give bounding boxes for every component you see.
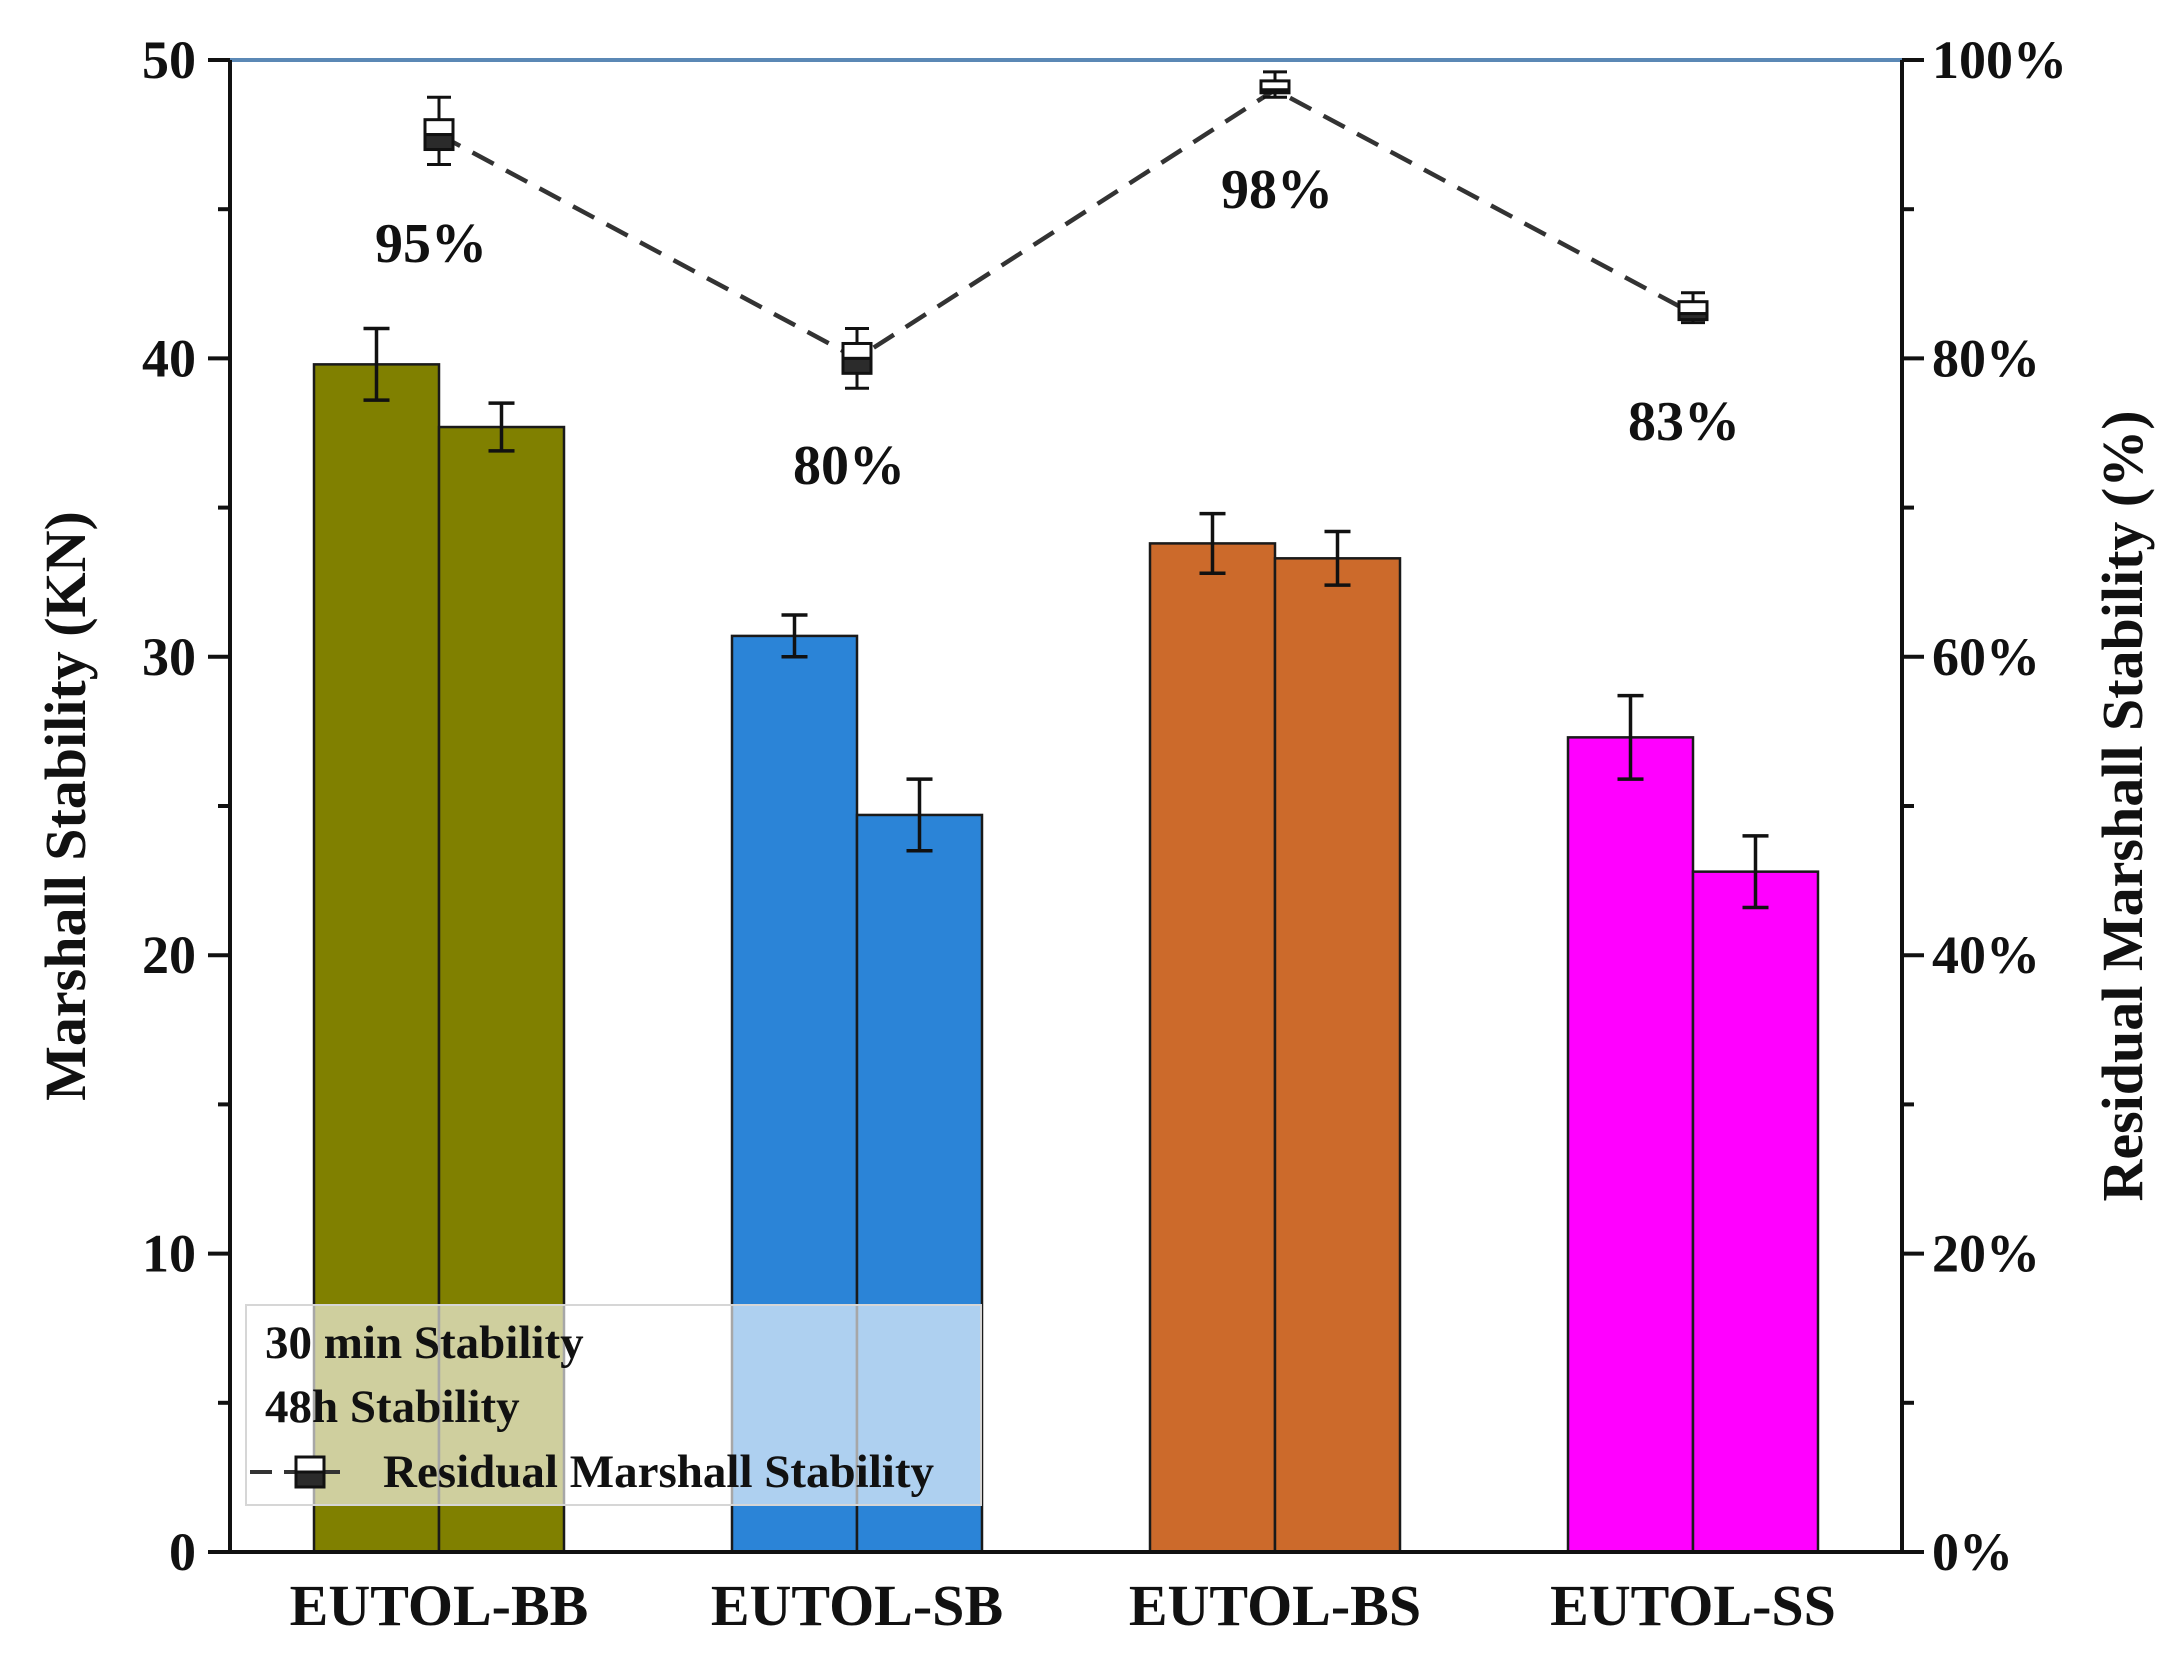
residual-label-eutol-bb: 95% (375, 213, 487, 275)
category-label-eutol-sb: EUTOL-SB (711, 1573, 1003, 1638)
error-bar-eutol-bb-30min (363, 326, 390, 402)
residual-line-layer: 95% 80% 98% 83% (375, 70, 1740, 497)
bar-eutol-bs-48h (1273, 557, 1402, 1554)
box-lower (423, 133, 455, 152)
error-bar-eutol-bs-48h (1324, 529, 1351, 587)
left-tick-label: 40 (142, 328, 196, 388)
box-upper (1677, 300, 1709, 316)
left-tick-label: 0 (169, 1522, 196, 1582)
right-tick-label: 40% (1932, 925, 2040, 985)
residual-line (437, 87, 1695, 362)
residual-label-eutol-bs: 98% (1221, 159, 1333, 221)
right-tick-label: 60% (1932, 627, 2040, 687)
residual-marker-eutol-ss (1677, 291, 1709, 325)
error-bar-eutol-ss-48h (1742, 834, 1769, 910)
box-lower (1259, 88, 1291, 95)
left-tick-label: 10 (142, 1224, 196, 1284)
residual-marker-eutol-bb (423, 95, 455, 166)
left-tick-label: 50 (142, 30, 196, 90)
error-bar-eutol-bb-48h (488, 401, 515, 453)
box-upper (841, 341, 873, 360)
error-bar-eutol-bs-30min (1199, 511, 1226, 575)
left-tick-label: 20 (142, 925, 196, 985)
right-tick-label: 20% (1932, 1224, 2040, 1284)
right-tick-label: 80% (1932, 328, 2040, 388)
residual-label-eutol-ss: 83% (1628, 391, 1740, 453)
legend-label-48h: 48h Stability (265, 1381, 520, 1433)
bar-eutol-ss-48h (1691, 870, 1820, 1554)
category-label-eutol-bb: EUTOL-BB (290, 1573, 589, 1638)
right-tick-label: 100% (1932, 30, 2067, 90)
error-bar-eutol-sb-30min (781, 613, 808, 659)
category-label-eutol-bs: EUTOL-BS (1129, 1573, 1421, 1638)
y-axis-title: Marshall Stability (KN) (33, 511, 98, 1101)
error-bar-eutol-sb-48h (906, 777, 933, 853)
error-bar-eutol-ss-30min (1617, 693, 1644, 781)
bar-eutol-bs-30min (1148, 542, 1277, 1554)
box-upper (423, 118, 455, 137)
legend-frame (245, 1304, 982, 1506)
legend-box-swatch-lower (294, 1470, 326, 1489)
y2-axis-title: Residual Marshall Stability (%) (2090, 410, 2155, 1201)
legend-label-30min: 30 min Stability (265, 1317, 584, 1369)
legend: 30 min Stability 48h Stability Residual Ma… (245, 1304, 982, 1506)
axes-layer: 0 10 20 30 40 50 0% 20% 40% 60% 80% 100% EUTOL-BB EUT… (33, 30, 2155, 1638)
residual-marker-eutol-bs (1259, 70, 1291, 99)
right-tick-label: 0% (1932, 1522, 2013, 1582)
box-lower (841, 356, 873, 375)
box-lower (1677, 312, 1709, 322)
residual-marker-eutol-sb (841, 327, 873, 390)
left-tick-label: 30 (142, 627, 196, 687)
legend-box-swatch-upper (294, 1455, 326, 1474)
error-bars-layer (363, 326, 1769, 910)
category-label-eutol-ss: EUTOL-SS (1550, 1573, 1836, 1638)
residual-label-eutol-sb: 80% (793, 435, 905, 497)
legend-label-residual: Residual Marshall Stability (383, 1446, 935, 1498)
bar-eutol-ss-30min (1566, 736, 1695, 1554)
